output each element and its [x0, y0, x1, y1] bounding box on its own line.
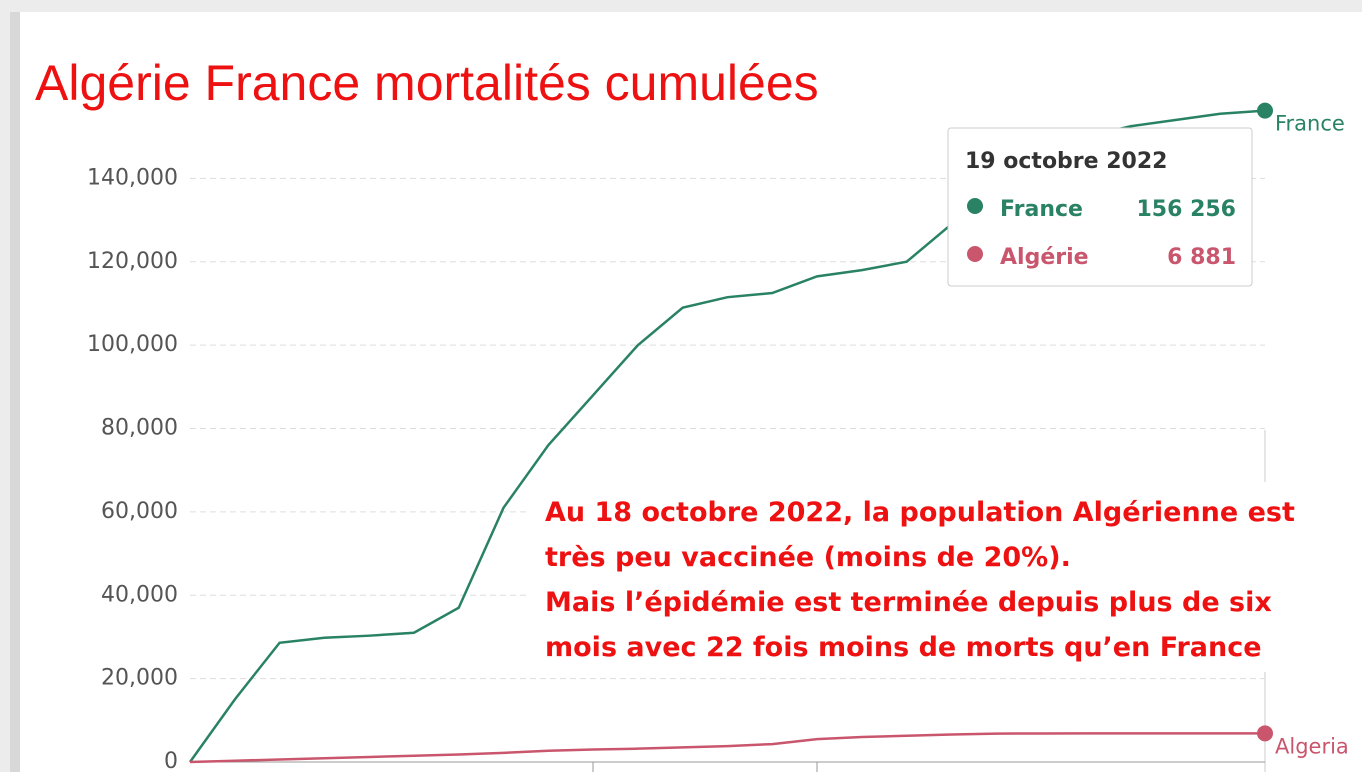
- y-tick-label: 140,000: [87, 165, 178, 190]
- tooltip-value: 6 881: [1167, 245, 1236, 270]
- y-tick-label: 80,000: [101, 416, 178, 441]
- tooltip-value: 156 256: [1136, 197, 1236, 222]
- tooltip-dot: [967, 198, 983, 214]
- tooltip-date: 19 octobre 2022: [965, 149, 1167, 174]
- left-bar: [10, 12, 20, 772]
- y-tick-label: 40,000: [101, 582, 178, 607]
- chart-title: Algérie France mortalités cumulées: [35, 55, 819, 111]
- tooltip-dot: [967, 246, 983, 262]
- series-line: [189, 732, 1266, 764]
- y-tick-label: 120,000: [87, 249, 178, 274]
- tooltip-name: France: [1000, 197, 1083, 222]
- annotation: Au 18 octobre 2022, la population Algéri…: [545, 497, 1295, 528]
- y-tick-label: 0: [164, 749, 178, 772]
- annotation: Mais l’épidémie est terminée depuis plus…: [545, 587, 1272, 618]
- tooltip-name: Algérie: [1000, 245, 1089, 270]
- end-point: [1257, 102, 1273, 119]
- annotation: très peu vaccinée (moins de 20%).: [545, 542, 1071, 573]
- annotation: mois avec 22 fois moins de morts qu’en F…: [545, 632, 1262, 663]
- series-label: Algeria: [1275, 734, 1349, 758]
- tooltip: 19 octobre 2022 France 156 256 Algérie 6…: [947, 127, 1253, 287]
- y-tick-label: 20,000: [101, 666, 178, 691]
- tooltip-box: [947, 127, 1253, 287]
- y-tick-label: 100,000: [87, 332, 178, 357]
- end-point: [1257, 725, 1273, 742]
- series-label: France: [1275, 112, 1345, 136]
- y-tick-label: 60,000: [101, 499, 178, 524]
- annotation-bg: [530, 482, 1362, 672]
